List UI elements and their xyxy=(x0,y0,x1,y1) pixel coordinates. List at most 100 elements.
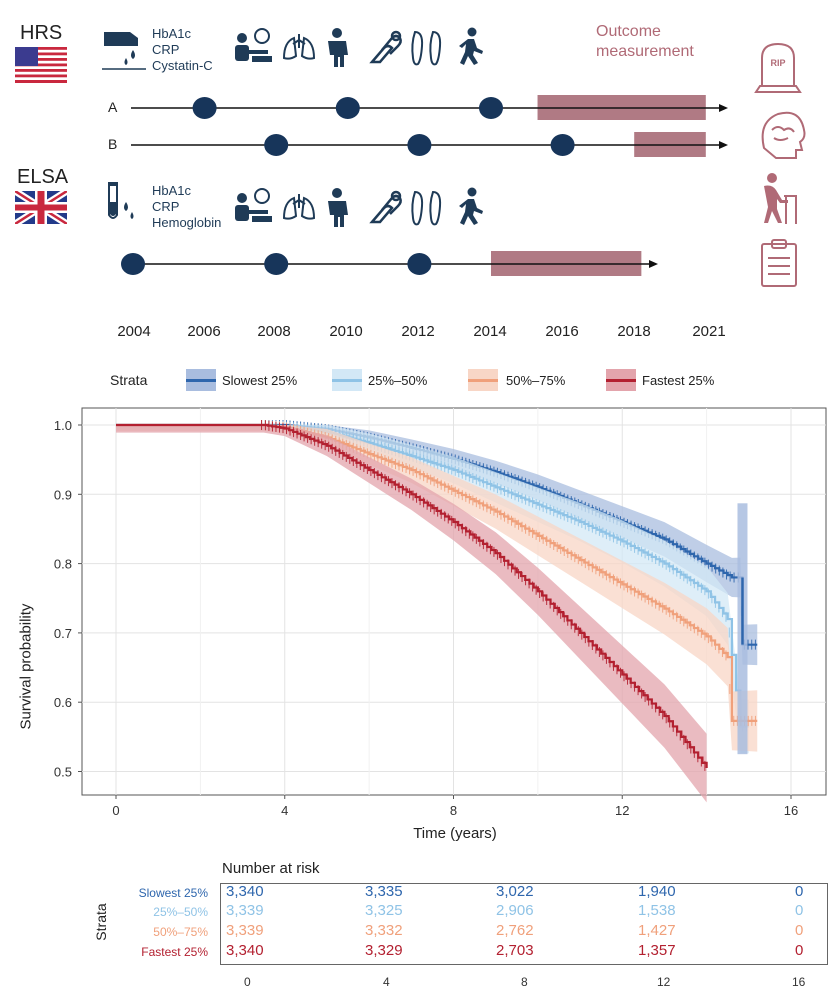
risk-value: 3,339 xyxy=(226,902,264,919)
confidence-band xyxy=(116,425,758,752)
elsa-biomarker-hba1c: HbA1c xyxy=(152,183,192,198)
risk-table-ylabel: Strata xyxy=(93,903,109,941)
timeline-arrow xyxy=(719,104,728,112)
hrs-physical-measures xyxy=(235,27,483,67)
legend-key-slowest xyxy=(186,369,216,391)
risk-value: 3,329 xyxy=(365,942,403,959)
visit-dot xyxy=(407,253,432,275)
study-timeline xyxy=(121,95,728,276)
risk-value: 0 xyxy=(795,883,804,900)
outcome-label-line2: measurement xyxy=(596,43,694,60)
risk-xtick: 16 xyxy=(792,975,806,989)
lungs-icon xyxy=(282,194,316,220)
x-tick-label: 16 xyxy=(784,803,798,818)
risk-value: 3,340 xyxy=(226,883,264,900)
y-tick-label: 0.7 xyxy=(54,626,72,641)
x-axis-title: Time (years) xyxy=(413,825,497,842)
risk-value: 1,940 xyxy=(638,883,676,900)
body-weight-icon xyxy=(328,188,348,227)
clipboard-icon xyxy=(761,239,797,287)
risk-value: 3,339 xyxy=(226,922,264,939)
x-tick-label: 0 xyxy=(112,803,119,818)
legend-key-q2 xyxy=(332,369,362,391)
year-label: 2016 xyxy=(545,323,579,340)
svg-text:RIP: RIP xyxy=(770,58,785,68)
legend-key-q3 xyxy=(468,369,498,391)
risk-value: 2,703 xyxy=(496,942,534,959)
risk-value: 2,906 xyxy=(496,902,534,919)
y-axis-title-wrap: Survival probability xyxy=(6,600,46,740)
hrs-row-b-label: B xyxy=(108,136,118,152)
visit-dot xyxy=(264,134,289,156)
year-label: 2018 xyxy=(617,323,651,340)
risk-xtick: 4 xyxy=(383,975,390,989)
risk-value: 1,357 xyxy=(638,942,676,959)
risk-value: 1,427 xyxy=(638,922,676,939)
risk-value: 2,762 xyxy=(496,922,534,939)
visit-dot xyxy=(192,97,217,119)
grip-strength-icon xyxy=(369,30,402,64)
year-label: 2021 xyxy=(692,323,726,340)
brain-icon xyxy=(761,111,806,159)
hrs-label: HRS xyxy=(20,22,63,44)
elderly-walker-icon xyxy=(764,173,797,224)
legend-label-slowest: Slowest 25% xyxy=(222,373,298,388)
timeline-arrow xyxy=(649,260,658,268)
elsa-biomarker-crp: CRP xyxy=(152,199,180,214)
us-flag-icon xyxy=(15,47,67,83)
uk-flag-icon xyxy=(15,191,67,224)
y-tick-label: 0.6 xyxy=(54,695,72,710)
year-label: 2006 xyxy=(187,323,221,340)
grip-strength-icon xyxy=(369,190,402,224)
hrs-biomarker-hba1c: HbA1c xyxy=(152,26,192,41)
timeline-arrow xyxy=(719,141,728,149)
legend-title: Strata xyxy=(110,372,148,388)
y-tick-label: 0.5 xyxy=(54,765,72,780)
outcome-label-line1: Outcome xyxy=(596,23,661,40)
risk-value: 3,022 xyxy=(496,883,534,900)
footprints-icon xyxy=(411,30,442,66)
risk-table-title: Number at risk xyxy=(222,860,320,877)
x-tick-label: 12 xyxy=(615,803,629,818)
risk-value: 0 xyxy=(795,902,804,919)
footprints-icon xyxy=(411,190,442,226)
y-tick-label: 0.9 xyxy=(54,487,72,502)
risk-row-label: 50%–75% xyxy=(153,925,208,939)
visit-dot xyxy=(550,134,575,156)
elsa-physical-measures xyxy=(235,187,483,227)
risk-row-label: 25%–50% xyxy=(153,905,208,919)
legend-label-q2: 25%–50% xyxy=(368,373,428,388)
censor-ticks xyxy=(261,420,706,771)
visit-dot xyxy=(121,253,145,275)
elsa-biomarker-hemoglobin: Hemoglobin xyxy=(152,215,222,230)
risk-value: 3,325 xyxy=(365,902,403,919)
elsa-label: ELSA xyxy=(17,166,69,188)
series-3 xyxy=(116,420,708,803)
lungs-icon xyxy=(282,34,316,60)
confidence-band xyxy=(116,425,707,803)
blood-pressure-icon xyxy=(235,28,272,62)
legend-label-q3: 50%–75% xyxy=(506,373,566,388)
legend-label-fastest: Fastest 25% xyxy=(642,373,715,388)
visit-dot xyxy=(264,253,289,275)
y-tick-label: 0.8 xyxy=(54,557,72,572)
hrs-biomarker-crp: CRP xyxy=(152,42,180,57)
survival-chart: 0.5 0.6 0.7 0.8 0.9 1.0 0 4 8 12 16 xyxy=(54,407,827,818)
hrs-biomarker-cystatin: Cystatin-C xyxy=(152,58,213,73)
risk-xtick: 12 xyxy=(657,975,671,989)
risk-value: 1,538 xyxy=(638,902,676,919)
risk-xtick: 0 xyxy=(244,975,251,989)
body-weight-icon xyxy=(328,28,348,67)
risk-row-label: Slowest 25% xyxy=(138,886,208,900)
visit-dot xyxy=(479,97,503,119)
tombstone-icon: RIP xyxy=(754,42,802,93)
risk-value: 0 xyxy=(795,922,804,939)
walking-icon xyxy=(459,27,483,65)
visit-dot xyxy=(335,97,360,119)
risk-value: 0 xyxy=(795,942,804,959)
risk-xtick: 8 xyxy=(521,975,528,989)
hrs-row-a-label: A xyxy=(108,99,118,115)
x-tick-label: 8 xyxy=(450,803,457,818)
x-tick-label: 4 xyxy=(281,803,288,818)
year-label: 2012 xyxy=(401,323,435,340)
